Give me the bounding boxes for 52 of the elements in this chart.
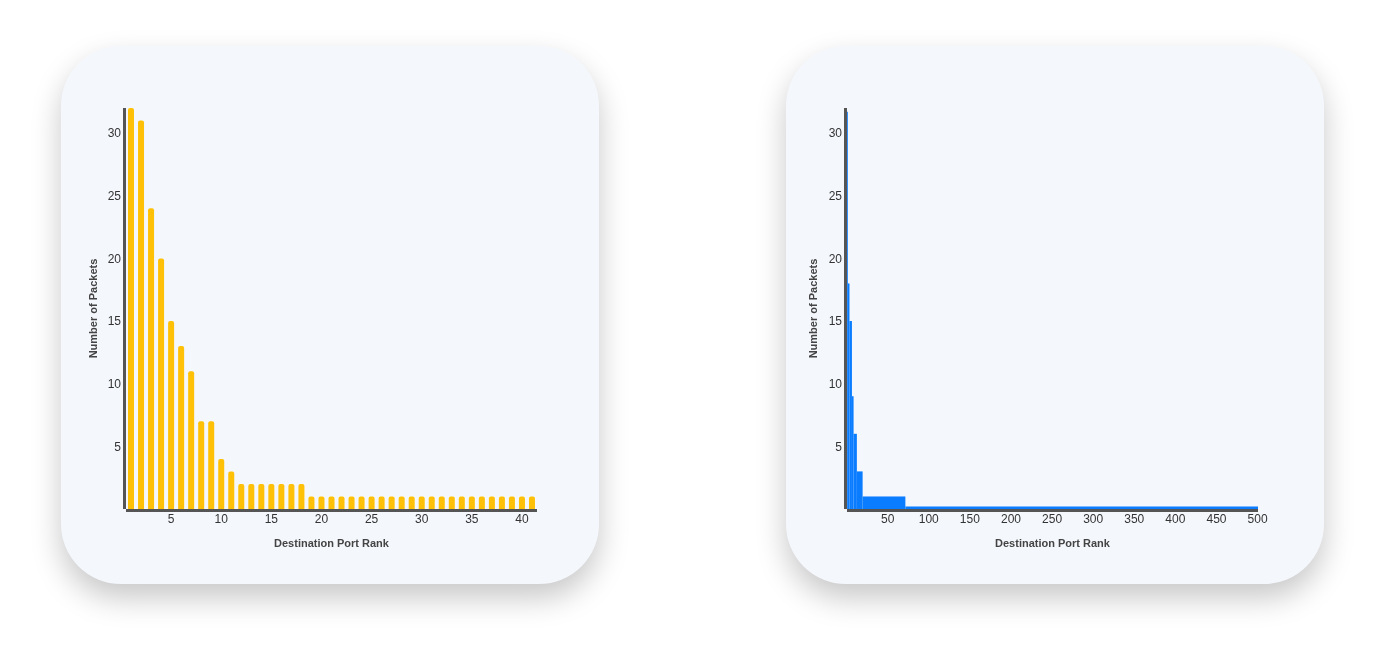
x-tick-label: 25 [364,511,379,526]
y-tick-label: 30 [828,126,843,141]
y-axis-title: Number of Packets [806,258,819,359]
bar [278,483,285,509]
bar [268,483,275,509]
x-tick-label: 150 [959,511,981,526]
x-tick-label: 20 [314,511,329,526]
x-tick-label: 200 [1000,511,1022,526]
y-axis-title: Number of Packets [86,258,99,359]
y-tick-label: 25 [107,188,122,203]
y-tick-label: 30 [107,126,122,141]
bar [148,208,155,509]
bar [288,483,295,509]
bar [218,458,225,509]
x-tick-label: 450 [1206,511,1227,526]
bar [198,421,205,509]
x-tick-label: 30 [415,511,429,526]
bar [158,258,165,509]
x-tick-label: 350 [1124,511,1145,526]
x-axis-title: Destination Port Rank [274,536,390,549]
bar [238,483,245,509]
x-axis-title: Destination Port Rank [995,536,1111,549]
y-tick-label: 20 [828,251,843,266]
x-tick-label: 400 [1165,511,1186,526]
x-tick-label: 10 [214,511,229,526]
y-tick-label: 5 [835,439,843,454]
bar [298,483,305,509]
y-tick-label: 5 [114,439,122,454]
y-tick-label: 10 [828,376,843,391]
y-tick-label: 25 [828,188,843,203]
x-tick-label: 5 [167,511,175,526]
bar [228,471,235,509]
x-tick-label: 15 [264,511,279,526]
x-tick-label: 100 [918,511,940,526]
y-tick-label: 20 [107,251,122,266]
bar [168,321,175,509]
y-tick-label: 10 [107,376,122,391]
x-tick-label: 300 [1083,511,1104,526]
bar [258,483,265,509]
x-tick-label: 40 [515,511,529,526]
bar [188,371,195,509]
bar [128,108,134,509]
y-tick-label: 15 [107,314,122,329]
x-tick-label: 500 [1247,511,1268,526]
bar [138,120,145,509]
x-tick-label: 50 [881,511,895,526]
y-tick-label: 15 [828,314,843,329]
x-tick-label: 35 [465,511,479,526]
bar [178,346,185,509]
bar [248,483,255,509]
x-tick-label: 250 [1042,511,1063,526]
bar [208,421,215,509]
